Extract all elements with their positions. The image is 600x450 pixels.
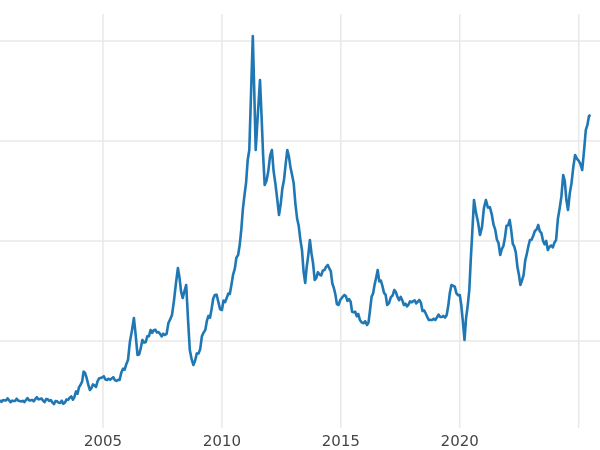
x-axis-tick-labels: 2005 2010 2015 2020 [84, 432, 479, 450]
x-tick-label: 2020 [441, 432, 479, 450]
x-tick-label: 2015 [322, 432, 360, 450]
x-tick-label: 2010 [203, 432, 241, 450]
gridlines [0, 14, 600, 428]
x-tick-label: 2005 [84, 432, 122, 450]
series-layer [0, 34, 592, 406]
series-line [0, 34, 592, 406]
